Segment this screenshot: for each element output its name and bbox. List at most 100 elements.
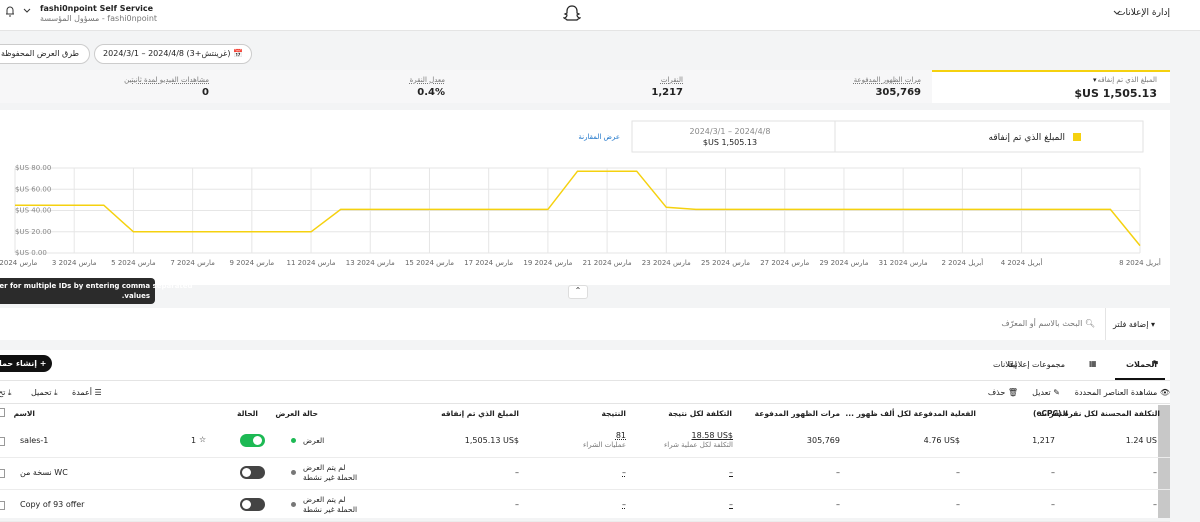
table-cell: العرض bbox=[303, 436, 325, 445]
table-cell: 1,217 bbox=[1032, 436, 1055, 445]
columns-action[interactable]: أعمدة ☰ bbox=[72, 388, 102, 397]
app-title[interactable]: إدارة الإعلانات bbox=[1116, 8, 1170, 18]
legend-label: المبلغ الذي تم إنفاقه bbox=[989, 133, 1065, 143]
x-tick-label: 21 مارس 2024 bbox=[583, 259, 632, 267]
column-header[interactable]: (eCPC) التكلفة المحسنة لكل نقرة bbox=[1033, 409, 1160, 418]
x-tick-label: 25 مارس 2024 bbox=[701, 259, 750, 267]
rank: 1 bbox=[191, 436, 197, 445]
delete-action[interactable]: حذف 🗑︎ bbox=[987, 388, 1018, 397]
chevron-icon[interactable] bbox=[1112, 9, 1122, 17]
column-header[interactable]: مرات الظهور المدفوعة bbox=[754, 409, 840, 418]
tab-icon[interactable]: ▦ bbox=[1089, 359, 1097, 368]
checkbox[interactable] bbox=[0, 501, 5, 510]
x-tick-label: 17 مارس 2024 bbox=[464, 259, 513, 267]
download-label: تحميل bbox=[31, 388, 52, 397]
table-cell: عمليات الشراء bbox=[582, 441, 626, 449]
x-tick-label: 7 مارس 2024 bbox=[170, 259, 215, 267]
column-header[interactable]: الاسم bbox=[13, 409, 35, 418]
table-cell: – bbox=[515, 468, 519, 477]
status-dot bbox=[291, 502, 296, 507]
create-campaign-button[interactable]: إنشاء حملة + bbox=[0, 355, 52, 372]
create-label: إنشاء حملة bbox=[0, 359, 37, 368]
dropdown-caret[interactable]: ▾ bbox=[1093, 76, 1097, 84]
top-bar bbox=[0, 0, 1200, 31]
tab[interactable]: إعلانات bbox=[993, 360, 1017, 369]
column-header[interactable]: النقرات bbox=[1039, 409, 1068, 418]
tab-active[interactable]: الحملات bbox=[1126, 360, 1157, 369]
metrics-row bbox=[0, 70, 932, 103]
column-header[interactable]: ... الفعلية المدفوعة لكل ألف ظهور bbox=[845, 409, 976, 418]
legend-swatch bbox=[1073, 133, 1081, 141]
x-tick-label: 9 مارس 2024 bbox=[230, 259, 275, 267]
more-label: تح bbox=[0, 388, 6, 397]
table-cell: – bbox=[836, 500, 840, 509]
table-cell: – bbox=[956, 468, 960, 477]
scrollbar[interactable] bbox=[1158, 405, 1170, 518]
toggle-knob bbox=[242, 500, 251, 509]
x-tick-label: 13 مارس 2024 bbox=[346, 259, 395, 267]
table-cell: – bbox=[729, 500, 733, 509]
campaign-name[interactable]: نسخة من WC bbox=[20, 468, 68, 477]
metric-value: 0.4% bbox=[417, 87, 445, 98]
metric-label: المبلغ الذي تم إنفاقه bbox=[1097, 76, 1157, 84]
x-tick-label: 4 أبريل 2024 bbox=[1001, 258, 1043, 267]
table-cell: لم يتم العرض bbox=[303, 495, 346, 504]
campaign-name[interactable]: sales-1 bbox=[20, 436, 49, 445]
checkbox[interactable] bbox=[0, 437, 5, 446]
search-box[interactable]: البحث بالاسم أو المعرّف 🔍︎ bbox=[1001, 319, 1095, 328]
checkbox[interactable] bbox=[0, 469, 5, 478]
more-action[interactable]: تح ⤓ bbox=[0, 388, 12, 397]
y-tick-label: $US 80.00 bbox=[15, 164, 51, 172]
x-tick-label: 19 مارس 2024 bbox=[523, 259, 572, 267]
x-tick-label: 23 مارس 2024 bbox=[642, 259, 691, 267]
column-header[interactable]: حالة العرض bbox=[275, 409, 318, 418]
y-tick-label: $US 0.00 bbox=[15, 249, 47, 257]
saved-views-label: طرق العرض المحفوظة bbox=[1, 49, 79, 58]
y-tick-label: $US 20.00 bbox=[15, 228, 51, 236]
x-tick-label: 1 مارس 2024 bbox=[0, 259, 38, 267]
table-cell: – bbox=[622, 500, 626, 509]
metric-value: $US 1,505.13 bbox=[1074, 87, 1157, 100]
column-header[interactable]: التكلفة لكل نتيجة bbox=[668, 409, 732, 418]
download-action[interactable]: تحميل ⤓ bbox=[31, 388, 58, 397]
column-header[interactable]: الحالة bbox=[237, 409, 258, 418]
table-cell: – bbox=[729, 468, 733, 477]
delete-label: حذف bbox=[987, 388, 1006, 397]
collapse-button[interactable]: ⌃ bbox=[568, 285, 588, 299]
tab-icon[interactable]: ▯ bbox=[1009, 359, 1014, 368]
account-name[interactable]: fashi0npoint Self Service bbox=[40, 4, 154, 13]
table-card bbox=[0, 350, 1170, 518]
legend-total: $US 1,505.13 bbox=[703, 138, 757, 147]
tab-icon[interactable]: ⚑ bbox=[1152, 359, 1160, 368]
table-cell: التكلفة لكل عملية شراء bbox=[663, 441, 733, 449]
tooltip: ter for multiple IDs by entering comma s… bbox=[0, 278, 193, 304]
metric-card-active[interactable] bbox=[932, 70, 1170, 103]
edit-action[interactable]: تعديل ✎ bbox=[1032, 388, 1060, 397]
date-range-button[interactable]: 2024/3/1 – 2024/4/8 (غرينتش+3) 📅 bbox=[94, 44, 252, 64]
star-icon[interactable]: ☆ bbox=[199, 435, 207, 444]
table-cell: الحملة غير نشطة bbox=[303, 473, 358, 482]
campaign-name[interactable]: Copy of 93 offer bbox=[20, 500, 85, 509]
snapchat-logo[interactable] bbox=[563, 4, 581, 22]
x-tick-label: 29 مارس 2024 bbox=[819, 259, 868, 267]
date-range-label: 2024/3/1 – 2024/4/8 (غرينتش+3) bbox=[103, 49, 231, 58]
status-dot bbox=[291, 470, 296, 475]
compare-link[interactable]: عرض المقارنة bbox=[578, 133, 620, 141]
column-header[interactable]: النتيجة bbox=[601, 409, 626, 418]
metric-value: 0 bbox=[202, 87, 209, 98]
divider bbox=[1105, 308, 1106, 340]
table-cell: – bbox=[622, 468, 626, 477]
table-cell: – bbox=[956, 500, 960, 509]
add-filter[interactable]: إضافة فلتر ▾ bbox=[1113, 320, 1155, 329]
tab[interactable]: مجموعات إعلانية bbox=[1008, 360, 1065, 369]
view-selected[interactable]: مشاهدة العناصر المحددة 👁︎ bbox=[1074, 388, 1170, 397]
data-line bbox=[15, 170, 1141, 247]
y-tick-label: $US 60.00 bbox=[15, 185, 51, 193]
saved-views-button[interactable]: طرق العرض المحفوظة bbox=[0, 44, 90, 64]
checkbox[interactable] bbox=[0, 408, 5, 417]
bell-icon[interactable] bbox=[3, 4, 33, 18]
account-role: مسؤول المؤسسة - fashi0npoint bbox=[40, 14, 158, 23]
toggle-knob bbox=[242, 468, 251, 477]
column-header[interactable]: المبلغ الذي تم إنفاقه bbox=[441, 409, 519, 418]
tooltip-line: ter for multiple IDs by entering comma s… bbox=[0, 282, 193, 290]
